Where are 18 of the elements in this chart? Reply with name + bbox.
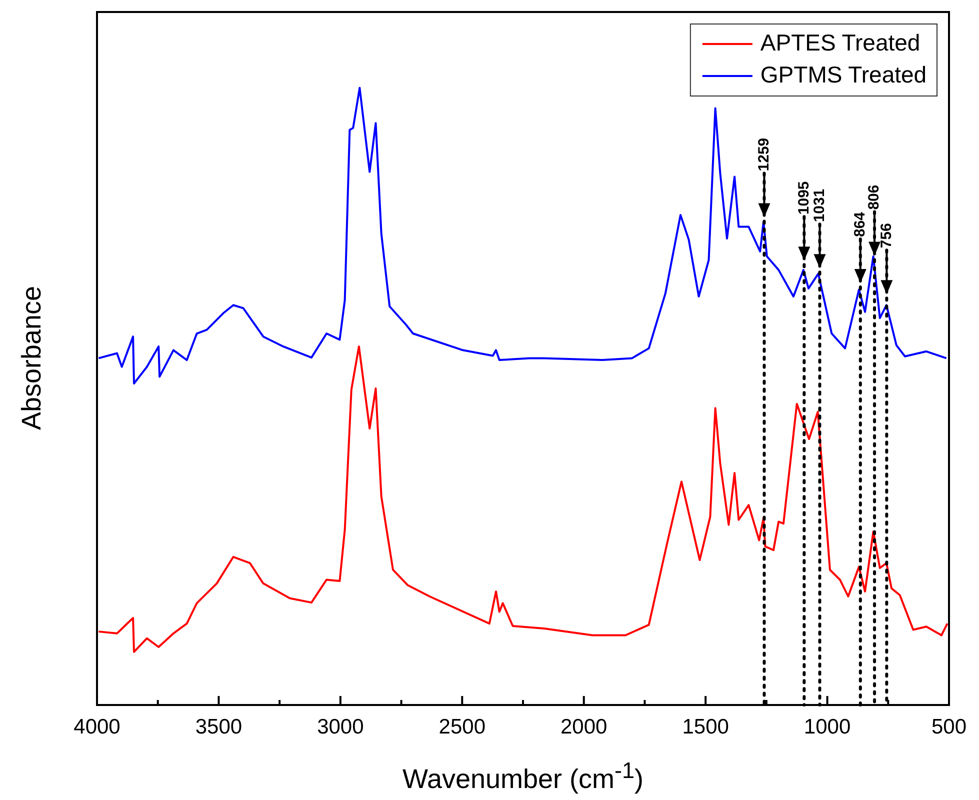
x-tick-label: 3500 — [195, 715, 242, 738]
x-tick-label: 1000 — [804, 715, 851, 738]
x-tick-label: 1500 — [682, 715, 729, 738]
ref-line-label: 756 — [878, 223, 895, 248]
ref-line-label: 1031 — [810, 188, 828, 222]
y-axis-title: Absorbance — [16, 286, 48, 430]
x-tick-label: 4000 — [74, 715, 120, 738]
ref-line-label: 864 — [852, 211, 869, 238]
x-tick-label: 2000 — [560, 715, 608, 738]
x-tick-label: 500 — [931, 715, 967, 738]
ref-line-label: 806 — [866, 184, 883, 210]
x-tick-label: 3000 — [317, 715, 364, 738]
x-axis-title: Wavenumber (cm$^{-1}$) — [401, 758, 645, 795]
ref-line-label: 1259 — [755, 138, 772, 172]
ref-line-label: 1095 — [795, 181, 812, 215]
legend-label: GPTMS Treated — [760, 61, 927, 88]
x-tick-label: 2500 — [438, 715, 486, 738]
legend-label: APTES Treated — [760, 29, 920, 56]
